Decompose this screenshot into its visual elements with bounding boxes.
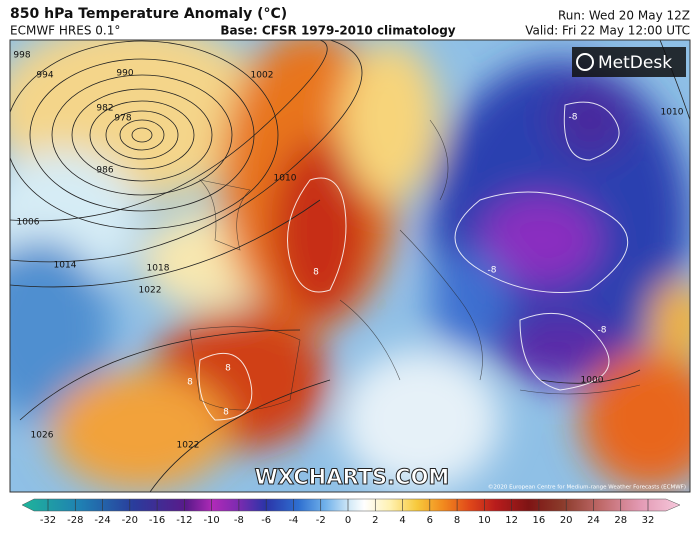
isobar-label: 982 bbox=[96, 104, 113, 114]
isobar-label: 986 bbox=[96, 166, 113, 176]
isobar-label: 1022 bbox=[177, 441, 200, 451]
colorbar-tick-label: 0 bbox=[345, 515, 351, 526]
isobar-label: 1010 bbox=[274, 174, 297, 184]
colorbar-tick-label: -16 bbox=[149, 515, 165, 526]
colorbar-tick-label: 2 bbox=[372, 515, 378, 526]
colorbar-tick-label: 32 bbox=[642, 515, 655, 526]
colorbar-tick-label: -20 bbox=[122, 515, 138, 526]
colorbar-tick-label: 28 bbox=[614, 515, 627, 526]
map-field bbox=[10, 40, 690, 492]
anomaly-label: -8 bbox=[488, 266, 497, 276]
colorbar-tick-label: 8 bbox=[454, 515, 460, 526]
colorbar-tick-label: 12 bbox=[505, 515, 518, 526]
colorbar-tick-label: -8 bbox=[234, 515, 244, 526]
anomaly-label: 8 bbox=[187, 378, 193, 388]
colorbar-tick-label: -4 bbox=[288, 515, 298, 526]
anomaly-label: 8 bbox=[223, 408, 229, 418]
isobar-label: 998 bbox=[13, 51, 30, 61]
colorbar-tick-label: 16 bbox=[533, 515, 546, 526]
isobar-label: 990 bbox=[116, 69, 133, 79]
colorbar-tick-label: 4 bbox=[399, 515, 405, 526]
isobar-label: 1022 bbox=[139, 286, 162, 296]
anomaly-label: 8 bbox=[313, 268, 319, 278]
base: Base: CFSR 1979-2010 climatology bbox=[220, 24, 455, 38]
isobar-label: 1000 bbox=[581, 376, 604, 386]
colorbar bbox=[21, 498, 681, 512]
colorbar-tick-label: -6 bbox=[261, 515, 271, 526]
colorbar-tick-label: 10 bbox=[478, 515, 491, 526]
colorbar-tick-label: -2 bbox=[316, 515, 326, 526]
anomaly-label: -8 bbox=[598, 326, 607, 336]
logo-box bbox=[572, 47, 686, 77]
isobar-lines bbox=[10, 40, 690, 492]
logo: MetDesk bbox=[598, 53, 672, 73]
isobar-label: 1006 bbox=[17, 218, 40, 228]
isobar-label: 1014 bbox=[54, 261, 77, 271]
run: Run: Wed 20 May 12Z bbox=[558, 9, 690, 23]
map-frame bbox=[9, 39, 691, 493]
isobar-label: 1010 bbox=[661, 108, 684, 118]
anomaly-label: -8 bbox=[569, 113, 578, 123]
model: ECMWF HRES 0.1° bbox=[10, 24, 120, 38]
colorbar-tick-label: -12 bbox=[176, 515, 192, 526]
colorbar-tick-label: 20 bbox=[560, 515, 573, 526]
valid: Valid: Fri 22 May 12:00 UTC bbox=[525, 24, 690, 38]
title: 850 hPa Temperature Anomaly (°C) bbox=[10, 6, 287, 22]
isobar-label: 1002 bbox=[251, 71, 274, 81]
colorbar-tick-label: -10 bbox=[203, 515, 219, 526]
coastlines bbox=[189, 119, 641, 411]
watermark: WXCHARTS.COM bbox=[255, 465, 450, 489]
colorbar-tick-label: -28 bbox=[67, 515, 83, 526]
colorbar-tick-label: 24 bbox=[587, 515, 600, 526]
copyright: ©2020 European Centre for Medium-range W… bbox=[488, 484, 686, 491]
logo-icon bbox=[576, 53, 594, 71]
colorbar-tick-label: -32 bbox=[40, 515, 56, 526]
isobar-label: 978 bbox=[114, 114, 131, 124]
anomaly-label: 8 bbox=[225, 364, 231, 374]
colorbar-tick-label: -24 bbox=[94, 515, 110, 526]
isobar-label: 1026 bbox=[31, 431, 54, 441]
colorbar-tick-label: 6 bbox=[427, 515, 433, 526]
anomaly-contours bbox=[198, 101, 628, 421]
isobar-label: 994 bbox=[36, 71, 53, 81]
isobar-label: 1018 bbox=[147, 264, 170, 274]
